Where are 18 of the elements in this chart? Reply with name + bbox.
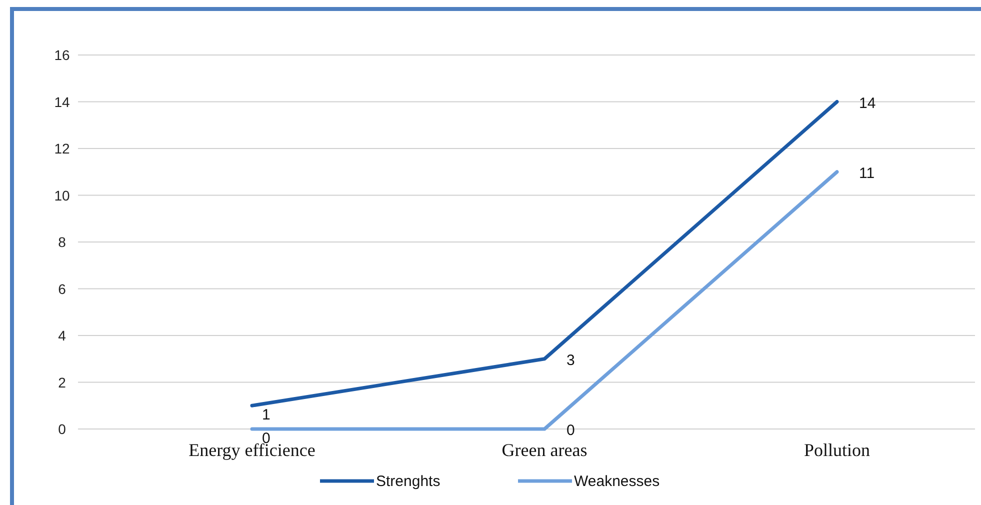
y-tick-label: 0: [58, 421, 66, 437]
data-label: 1: [262, 406, 270, 424]
data-label: 11: [859, 164, 875, 182]
y-tick-label: 6: [58, 280, 66, 297]
y-tick-label: 2: [58, 374, 66, 390]
data-label: 3: [566, 352, 575, 369]
x-tick-label: Pollution: [804, 440, 870, 460]
legend-label: Weaknesses: [574, 473, 660, 490]
y-tick-label: 4: [58, 328, 66, 344]
y-tick-label: 8: [58, 234, 66, 250]
y-tick-label: 12: [54, 140, 70, 156]
legend-label: Strenghts: [376, 473, 440, 490]
data-label: 14: [859, 94, 876, 112]
y-tick-label: 10: [54, 187, 70, 204]
y-tick-label: 16: [54, 47, 70, 63]
y-tick-label: 14: [54, 94, 70, 110]
data-label: 0: [566, 422, 575, 439]
x-tick-label: Green areas: [502, 440, 588, 460]
